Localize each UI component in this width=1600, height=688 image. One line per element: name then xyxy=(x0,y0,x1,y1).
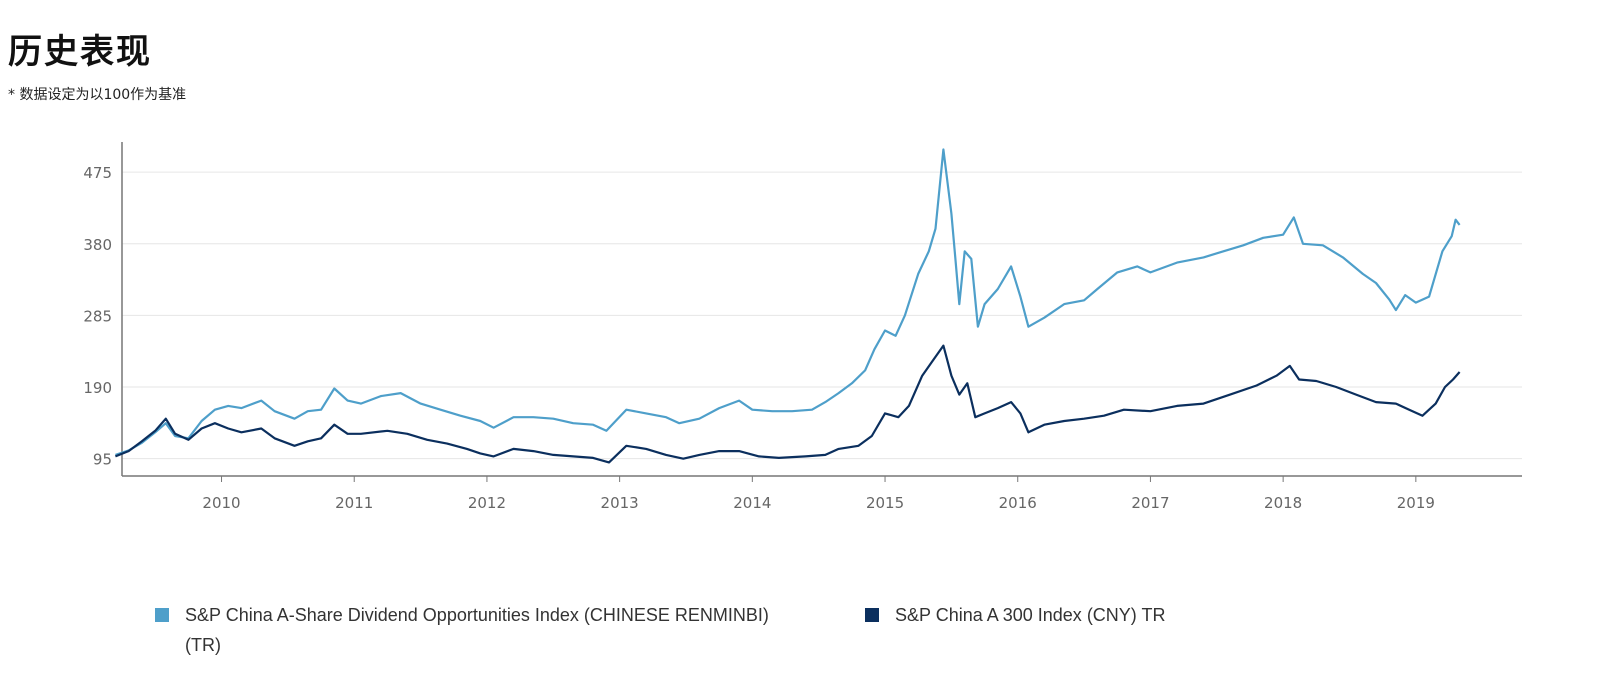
series-line-dividend-index xyxy=(115,148,1461,456)
legend-label: S&P China A 300 Index (CNY) TR xyxy=(895,605,1166,625)
y-tick-label: 475 xyxy=(83,164,112,182)
x-tick-label: 2019 xyxy=(1397,494,1435,512)
page-subtitle: * 数据设定为以100作为基准 xyxy=(8,87,187,103)
x-tick-label: 2011 xyxy=(335,494,373,512)
y-tick-label: 95 xyxy=(93,451,112,469)
legend-swatch-dividend-index xyxy=(155,608,169,622)
legend-item-dividend-index: S&P China A-Share Dividend Opportunities… xyxy=(155,600,805,660)
x-tick-label: 2017 xyxy=(1131,494,1169,512)
series-line-a300-index xyxy=(114,344,1461,464)
x-tick-label: 2016 xyxy=(999,494,1037,512)
y-tick-label: 190 xyxy=(83,379,112,397)
page-title: 历史表现 xyxy=(8,32,152,72)
x-tick-label: 2018 xyxy=(1264,494,1302,512)
x-tick-label: 2013 xyxy=(601,494,639,512)
x-tick-label: 2015 xyxy=(866,494,904,512)
x-tick-label: 2012 xyxy=(468,494,506,512)
y-tick-label: 285 xyxy=(83,307,112,325)
y-tick-label: 380 xyxy=(83,236,112,254)
legend-item-a300-index: S&P China A 300 Index (CNY) TR xyxy=(865,600,1285,630)
legend-swatch-a300-index xyxy=(865,608,879,622)
legend-label: S&P China A-Share Dividend Opportunities… xyxy=(185,605,769,655)
x-tick-label: 2014 xyxy=(733,494,771,512)
x-tick-label: 2010 xyxy=(202,494,240,512)
